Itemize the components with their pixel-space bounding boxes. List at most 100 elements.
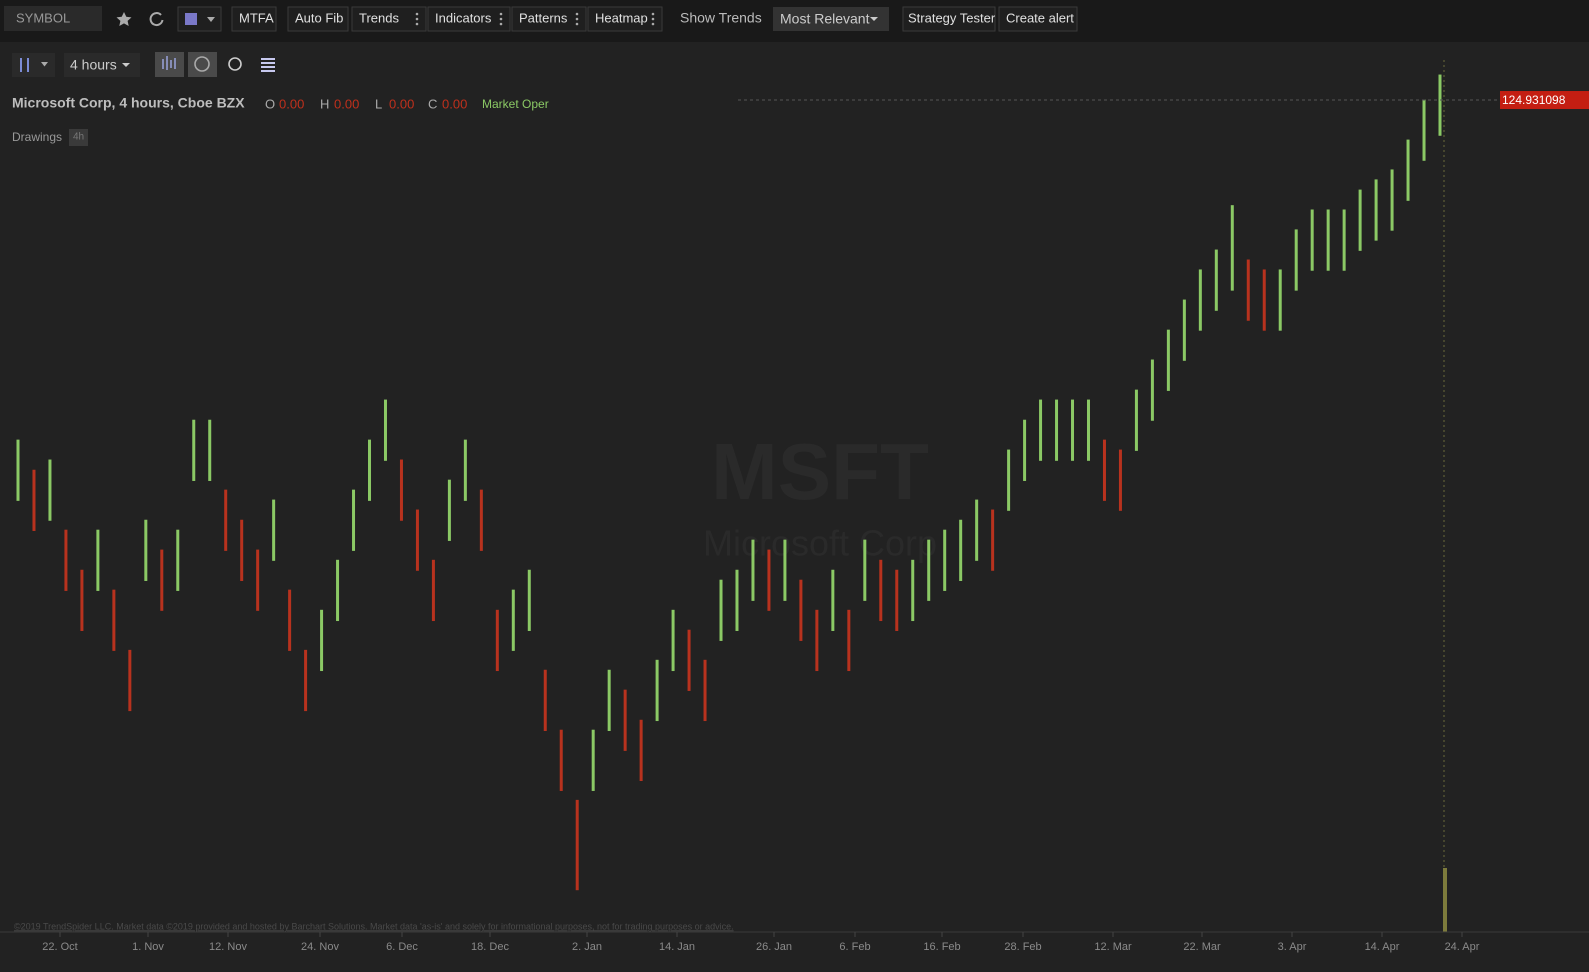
tool-button[interactable] xyxy=(188,52,217,77)
toolbar-button[interactable] xyxy=(351,6,427,32)
price-bar xyxy=(479,489,483,551)
alert-button[interactable] xyxy=(998,6,1078,32)
price-bar xyxy=(1326,209,1330,271)
menu-dots[interactable] xyxy=(575,17,579,21)
price-bar xyxy=(1182,299,1186,361)
toolbar-buttons: MTFA Auto Fib Trends Indicators Patterns Heat… xyxy=(231,6,663,32)
toolbar-button[interactable] xyxy=(587,6,663,32)
toolbar-button-label[interactable]: Patterns xyxy=(519,10,568,25)
price-bar xyxy=(1118,449,1122,511)
toolbar-button-label[interactable]: Heatmap xyxy=(595,10,648,25)
badge xyxy=(69,129,88,146)
symbol-input[interactable] xyxy=(4,6,102,31)
toolbar-button[interactable] xyxy=(287,6,349,32)
refresh-icon[interactable] xyxy=(149,12,164,27)
tool-button[interactable] xyxy=(155,52,184,77)
price-bar xyxy=(272,499,276,561)
price-bar xyxy=(783,539,787,601)
price-bar xyxy=(304,649,308,712)
price-bar xyxy=(863,539,867,601)
list-icon[interactable] xyxy=(261,58,275,72)
crosshair-icon[interactable] xyxy=(228,57,242,71)
x-axis: 22. Oct 1. Nov 12. Nov 24. Nov 6. Dec 18. Dec… xyxy=(42,932,1480,953)
price-bar xyxy=(1150,359,1154,421)
menu-dots[interactable] xyxy=(651,12,655,16)
price-bar xyxy=(1086,399,1090,461)
menu-dots[interactable] xyxy=(575,12,579,16)
x-tick-label: 22. Oct xyxy=(42,941,77,953)
price-bar xyxy=(1310,209,1314,271)
x-tick-label: 12. Nov xyxy=(209,941,247,953)
alert-label[interactable]: Create alert xyxy=(1006,10,1074,25)
price-bar xyxy=(1358,189,1362,251)
price-bar xyxy=(687,629,691,691)
toolbar-button[interactable] xyxy=(427,6,511,32)
menu-dots[interactable] xyxy=(499,12,503,16)
price-bar xyxy=(975,499,979,561)
menu-dots[interactable] xyxy=(575,22,579,26)
color-swatch xyxy=(185,13,197,25)
color-button[interactable] xyxy=(177,6,222,32)
price-bar xyxy=(735,569,739,631)
price-bar xyxy=(1342,209,1346,271)
menu-dots[interactable] xyxy=(415,12,419,16)
menu-dots[interactable] xyxy=(651,17,655,21)
price-bar xyxy=(415,509,419,571)
toolbar-button-label[interactable]: Auto Fib xyxy=(295,10,343,25)
price-bar xyxy=(1294,229,1298,291)
show-trends[interactable]: Show Trends xyxy=(680,10,762,26)
x-tick-label: 14. Apr xyxy=(1365,941,1400,953)
price-bar xyxy=(1246,259,1250,321)
price-bar xyxy=(1071,399,1075,461)
price-bar xyxy=(495,609,499,672)
x-tick-label: 18. Dec xyxy=(471,941,509,953)
menu-dots[interactable] xyxy=(651,22,655,26)
price-bar xyxy=(256,549,260,611)
price-bar xyxy=(527,569,531,631)
x-tick-label: 12. Mar xyxy=(1094,941,1132,953)
ohlc-value: 0.00 xyxy=(334,96,359,111)
price-bar xyxy=(1390,169,1394,231)
price-bar xyxy=(607,669,611,731)
price-bar xyxy=(144,519,148,581)
menu-dots[interactable] xyxy=(415,22,419,26)
price-bar xyxy=(112,589,116,651)
menu-dots[interactable] xyxy=(415,17,419,21)
price-bar xyxy=(352,489,356,551)
price-bar xyxy=(1406,139,1410,201)
toolbar-button[interactable] xyxy=(511,6,587,32)
menu-dots[interactable] xyxy=(499,17,503,21)
menu-dots[interactable] xyxy=(499,22,503,26)
chart-type-button[interactable] xyxy=(12,53,55,77)
toolbar-button[interactable] xyxy=(231,6,277,32)
price-bar xyxy=(943,529,947,591)
x-tick-label: 28. Feb xyxy=(1004,941,1041,953)
symbol-placeholder[interactable]: SYMBOL xyxy=(16,10,70,25)
x-tick-label: 16. Feb xyxy=(923,941,960,953)
sort-dropdown[interactable] xyxy=(773,7,889,31)
x-tick-label: 6. Feb xyxy=(839,941,870,953)
drawings-label: Drawings xyxy=(12,130,62,144)
interval-label[interactable]: 4 hours xyxy=(70,57,117,73)
price-bar xyxy=(224,489,228,551)
price-bar xyxy=(655,659,659,722)
sort-label[interactable]: Most Relevant xyxy=(780,11,870,27)
price-bar xyxy=(847,609,851,672)
footer-notice: ©2019 TrendSpider LLC. Market data ©2019… xyxy=(14,921,734,931)
ohlc-label: O xyxy=(265,96,275,111)
price-bar xyxy=(511,589,515,651)
toolbar-button-label[interactable]: Trends xyxy=(359,10,399,25)
price-bar xyxy=(543,669,547,731)
x-tick-label: 22. Mar xyxy=(1183,941,1221,953)
ohlc-value: 0.00 xyxy=(442,96,467,111)
price-bar xyxy=(368,439,372,501)
favorite-icon[interactable] xyxy=(116,12,132,26)
toolbar-button-label[interactable]: MTFA xyxy=(239,10,274,25)
price-bar xyxy=(447,479,451,541)
toolbar-button-label[interactable]: Indicators xyxy=(435,10,492,25)
strategy-button[interactable] xyxy=(902,6,996,32)
x-tick-label: 6. Dec xyxy=(386,941,418,953)
price-bar xyxy=(1102,439,1106,501)
ohlc-value: 0.00 xyxy=(279,96,304,111)
strategy-label[interactable]: Strategy Tester xyxy=(908,10,996,25)
